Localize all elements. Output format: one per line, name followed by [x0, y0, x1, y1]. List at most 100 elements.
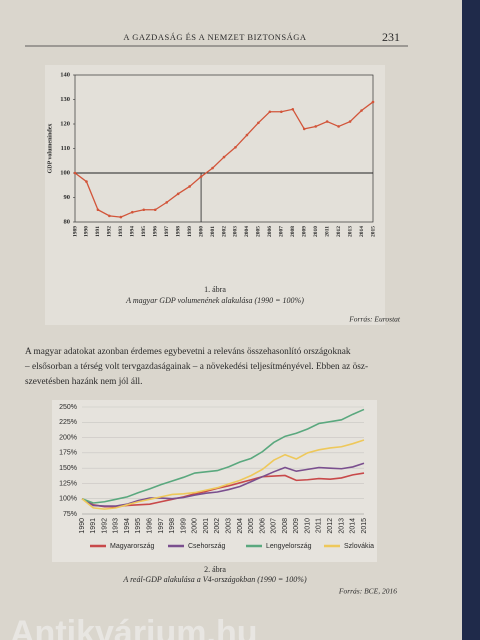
series-line: [81, 472, 365, 508]
y-tick-label: 75%: [63, 511, 77, 518]
legend-label: Csehország: [188, 543, 225, 550]
x-tick-label: 2012: [327, 518, 334, 534]
y-tick-label: 100%: [59, 496, 77, 503]
y-tick-label: 225%: [59, 419, 77, 426]
point: [302, 127, 306, 131]
cover-edge: [462, 0, 480, 640]
x-tick-label: 2015: [361, 518, 368, 534]
x-tick-label: 1996: [152, 226, 158, 237]
x-tick-label: 2006: [259, 518, 266, 534]
x-tick-label: 2007: [271, 518, 278, 534]
x-tick-label: 1998: [169, 518, 176, 534]
y-axis-label: GDP volumenindex: [47, 124, 53, 174]
y-tick-label: 125%: [59, 480, 77, 487]
point: [176, 192, 180, 196]
x-tick-label: 1993: [113, 518, 120, 534]
y-tick-label: 100: [60, 169, 70, 176]
x-tick-label: 1993: [118, 226, 124, 237]
point: [85, 180, 88, 183]
x-tick-label: 1997: [164, 226, 170, 237]
point: [325, 120, 329, 123]
point: [268, 110, 272, 114]
figure-panel: [52, 400, 377, 562]
point: [108, 214, 111, 218]
x-tick-label: 1996: [147, 518, 154, 534]
point: [153, 208, 157, 212]
x-tick-label: 2010: [313, 226, 319, 237]
point: [291, 108, 295, 111]
x-tick-label: 2004: [237, 518, 244, 534]
point: [371, 100, 375, 104]
y-tick-label: 150%: [59, 465, 77, 472]
x-tick-label: 2000: [198, 226, 204, 237]
x-tick-label: 2011: [324, 226, 330, 237]
x-tick-label: 2013: [338, 518, 345, 534]
x-tick-label: 2014: [350, 518, 357, 534]
point: [314, 125, 317, 128]
page-number: 231: [382, 30, 400, 44]
x-tick-label: 1991: [95, 226, 101, 237]
point: [211, 166, 214, 170]
y-tick-label: 130: [60, 96, 70, 103]
x-tick-label: 1997: [158, 518, 165, 534]
x-tick-label: 2010: [304, 518, 311, 534]
watermark: Antikvárium.hu: [10, 614, 257, 640]
point: [199, 175, 203, 178]
x-tick-label: 2015: [370, 226, 376, 237]
point: [222, 155, 226, 159]
figure-caption: A magyar GDP volumenének alakulása (1990…: [125, 296, 304, 305]
point: [119, 215, 123, 219]
point: [165, 201, 168, 204]
x-tick-label: 2011: [316, 518, 323, 533]
x-tick-label: 2002: [221, 226, 227, 237]
x-tick-label: 2006: [267, 226, 273, 237]
series-line: [81, 408, 365, 504]
legend-label: Magyarország: [110, 543, 154, 550]
x-tick-label: 1994: [130, 226, 136, 237]
paragraph-line: szevetésben hazánk nem jól áll.: [25, 377, 142, 387]
point: [348, 120, 352, 123]
x-tick-label: 2012: [336, 226, 342, 237]
header-title: A GAZDASÁG ÉS A NEMZET BIZTONSÁGA: [123, 32, 306, 42]
x-tick-label: 1999: [180, 518, 187, 534]
figure-panel: [45, 65, 385, 325]
figure-source: Forrás: BCE, 2016: [338, 587, 397, 596]
x-tick-label: 2003: [233, 226, 239, 237]
x-tick-label: 1995: [135, 518, 142, 534]
x-tick-label: 2002: [214, 518, 221, 534]
x-tick-label: 1990: [79, 518, 86, 534]
x-tick-label: 2008: [290, 226, 296, 237]
y-tick-label: 200%: [59, 434, 77, 441]
point: [360, 109, 363, 112]
x-tick-label: 1992: [101, 518, 108, 534]
y-tick-label: 110: [61, 145, 70, 152]
point: [280, 110, 283, 114]
x-tick-label: 2008: [282, 518, 289, 534]
point: [257, 121, 260, 125]
x-tick-label: 2000: [192, 518, 199, 534]
figure-number: 2. ábra: [204, 565, 226, 574]
x-tick-label: 2013: [347, 226, 353, 237]
x-tick-label: 2009: [301, 226, 307, 237]
point: [96, 208, 100, 212]
x-tick-label: 2007: [279, 226, 285, 237]
x-tick-label: 1999: [187, 226, 193, 237]
y-tick-label: 140: [60, 71, 70, 78]
x-tick-label: 2009: [293, 518, 300, 534]
legend-label: Lengyelország: [266, 543, 312, 550]
x-tick-label: 1991: [90, 518, 97, 534]
y-tick-label: 80: [64, 218, 71, 225]
x-tick-label: 1998: [175, 226, 181, 237]
y-tick-label: 250%: [59, 404, 77, 411]
point: [188, 185, 191, 188]
figure-number: 1. ábra: [204, 285, 226, 294]
x-tick-label: 1995: [141, 226, 147, 237]
point: [73, 171, 77, 175]
x-tick-label: 2001: [210, 226, 216, 237]
point: [142, 208, 146, 212]
legend-label: Szlovákia: [344, 543, 374, 550]
y-tick-label: 175%: [59, 450, 77, 457]
x-tick-label: 2004: [244, 226, 250, 237]
